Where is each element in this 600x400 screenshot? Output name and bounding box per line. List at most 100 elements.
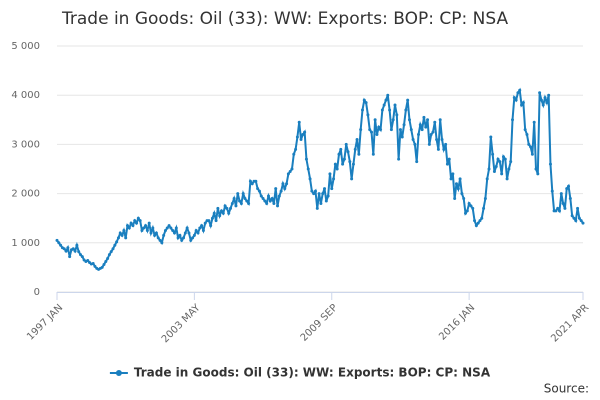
data-point	[102, 262, 106, 266]
data-point	[342, 157, 346, 161]
data-point	[124, 236, 128, 240]
data-point	[579, 219, 583, 223]
data-point	[393, 103, 397, 107]
data-point	[162, 233, 166, 237]
data-point	[321, 192, 325, 196]
data-point	[447, 157, 451, 161]
y-tick-label: 2 000	[11, 189, 40, 200]
data-point	[198, 226, 202, 230]
data-point	[295, 135, 299, 139]
data-point	[525, 133, 529, 137]
y-tick-label: 3 000	[11, 139, 40, 150]
data-point	[274, 187, 278, 191]
data-point	[445, 162, 449, 166]
data-point	[100, 265, 104, 269]
data-point	[476, 221, 480, 225]
data-point	[404, 108, 408, 112]
data-point	[492, 169, 496, 173]
data-point	[272, 201, 276, 205]
data-point	[406, 98, 410, 102]
data-point	[514, 98, 518, 102]
data-point	[191, 236, 195, 240]
data-point	[550, 189, 554, 193]
data-point	[458, 177, 462, 181]
data-point	[561, 201, 565, 205]
data-point	[559, 192, 563, 196]
data-point	[326, 194, 330, 198]
data-point	[113, 243, 117, 247]
data-point	[158, 238, 162, 242]
data-point	[160, 241, 164, 245]
data-point	[545, 101, 549, 105]
data-point	[379, 128, 383, 132]
data-point	[55, 238, 59, 242]
data-point	[115, 240, 119, 244]
data-point	[567, 184, 571, 188]
data-point	[368, 128, 372, 132]
data-point	[203, 221, 207, 225]
data-point	[248, 179, 252, 183]
data-point	[286, 172, 290, 176]
data-point	[431, 130, 435, 134]
legend-marker	[115, 370, 122, 376]
data-point	[512, 96, 516, 100]
data-point	[308, 177, 312, 181]
y-tick-label: 0	[34, 287, 40, 298]
data-point	[292, 152, 296, 156]
data-point	[395, 113, 399, 117]
data-point	[218, 214, 222, 218]
data-point	[397, 157, 401, 161]
data-point	[375, 133, 379, 137]
data-point	[257, 189, 261, 193]
data-point	[541, 103, 545, 107]
data-point	[538, 91, 542, 95]
data-point	[172, 231, 176, 235]
data-point	[144, 224, 148, 228]
data-point	[572, 216, 576, 220]
data-point	[142, 226, 146, 230]
data-point	[256, 187, 260, 191]
data-point	[407, 118, 411, 122]
data-point	[80, 255, 84, 259]
data-point	[176, 236, 180, 240]
data-point	[409, 128, 413, 132]
data-point	[281, 182, 285, 186]
data-point	[388, 108, 392, 112]
data-point	[182, 236, 186, 240]
data-point	[384, 98, 388, 102]
data-point	[435, 137, 439, 141]
data-point	[558, 209, 562, 213]
data-point	[221, 211, 225, 215]
data-point	[111, 247, 115, 251]
data-point	[511, 118, 515, 122]
data-point	[507, 167, 511, 171]
data-point	[333, 162, 337, 166]
data-point	[192, 233, 196, 237]
data-point	[219, 209, 223, 213]
data-point	[239, 201, 243, 205]
data-point	[263, 199, 267, 203]
data-point	[420, 128, 424, 132]
data-point	[153, 233, 157, 237]
data-point	[149, 231, 153, 235]
data-point	[568, 197, 572, 201]
data-point	[438, 118, 442, 122]
data-point	[482, 206, 486, 210]
legend-item: Trade in Goods: Oil (33): WW: Exports: B…	[109, 366, 491, 380]
data-point	[140, 229, 144, 232]
data-point	[485, 177, 489, 181]
x-tick-label: 2021 APR	[549, 302, 591, 344]
data-point	[276, 204, 280, 208]
data-point	[382, 103, 386, 107]
data-point	[288, 169, 292, 173]
chart-title: Trade in Goods: Oil (33): WW: Exports: B…	[61, 9, 508, 29]
data-point	[467, 201, 471, 205]
data-point	[543, 96, 547, 100]
data-point	[413, 142, 417, 146]
x-tick-label: 2016 JAN	[437, 302, 477, 342]
data-point	[93, 264, 97, 268]
data-point	[174, 226, 178, 230]
data-point	[357, 152, 361, 156]
data-point	[453, 197, 457, 201]
data-point	[391, 118, 395, 122]
